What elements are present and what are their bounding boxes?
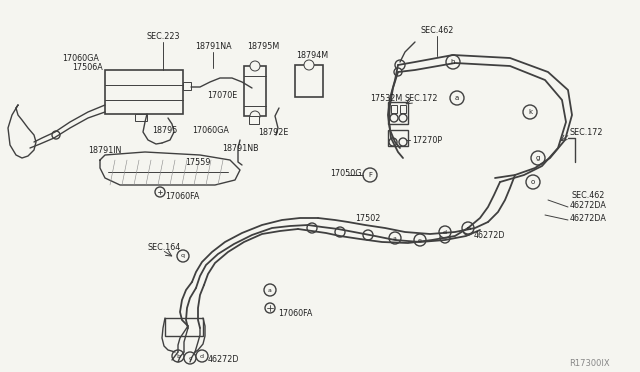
- Text: 18795: 18795: [152, 125, 177, 135]
- Text: d: d: [443, 230, 447, 234]
- Circle shape: [184, 352, 196, 364]
- Circle shape: [389, 138, 397, 146]
- Circle shape: [399, 114, 407, 122]
- Text: h: h: [451, 59, 455, 65]
- Text: F: F: [368, 172, 372, 178]
- Bar: [183, 82, 191, 90]
- Circle shape: [265, 303, 275, 313]
- Circle shape: [363, 230, 373, 240]
- Text: a: a: [455, 95, 459, 101]
- Circle shape: [363, 168, 377, 182]
- Text: R17300IX: R17300IX: [570, 359, 610, 369]
- Text: 46272D: 46272D: [208, 356, 239, 365]
- Circle shape: [415, 235, 425, 245]
- Circle shape: [526, 175, 540, 189]
- Circle shape: [440, 233, 450, 243]
- Text: e: e: [418, 237, 422, 243]
- Text: c: c: [188, 356, 192, 360]
- Circle shape: [523, 105, 537, 119]
- Text: SEC.172: SEC.172: [405, 93, 438, 103]
- Bar: [391, 105, 397, 113]
- Text: 17070E: 17070E: [207, 90, 237, 99]
- Text: 17506A: 17506A: [72, 62, 103, 71]
- Bar: [244, 66, 266, 116]
- Text: 46272DA: 46272DA: [570, 214, 607, 222]
- Text: 18795M: 18795M: [247, 42, 279, 51]
- Circle shape: [389, 232, 401, 244]
- Text: 18792E: 18792E: [258, 128, 289, 137]
- Circle shape: [304, 60, 314, 70]
- Bar: [105, 70, 183, 114]
- Text: 18794M: 18794M: [296, 51, 328, 60]
- Text: d: d: [200, 353, 204, 359]
- Text: SEC.172: SEC.172: [570, 128, 604, 137]
- Bar: [400, 105, 406, 113]
- Bar: [295, 65, 323, 97]
- Text: 17060GA: 17060GA: [62, 54, 99, 62]
- Text: 46272D: 46272D: [474, 231, 506, 240]
- Circle shape: [177, 250, 189, 262]
- Bar: [135, 114, 147, 121]
- Text: SEC.164: SEC.164: [148, 244, 181, 253]
- Circle shape: [390, 114, 398, 122]
- Text: SEC.223: SEC.223: [147, 32, 180, 41]
- Text: 18791NB: 18791NB: [222, 144, 259, 153]
- Text: a: a: [268, 288, 272, 292]
- Circle shape: [394, 68, 402, 76]
- Circle shape: [250, 61, 260, 71]
- Circle shape: [414, 234, 426, 246]
- Text: k: k: [528, 109, 532, 115]
- Bar: [249, 116, 259, 124]
- Text: 18791NA: 18791NA: [195, 42, 231, 51]
- Text: 18791IN: 18791IN: [88, 145, 122, 154]
- Circle shape: [439, 226, 451, 238]
- Circle shape: [390, 233, 400, 243]
- Circle shape: [399, 138, 407, 146]
- Text: 17060GA: 17060GA: [192, 125, 229, 135]
- Circle shape: [250, 111, 260, 121]
- Text: 17270P: 17270P: [412, 135, 442, 144]
- Text: 17060FA: 17060FA: [278, 310, 312, 318]
- Circle shape: [463, 225, 473, 235]
- Text: 17559: 17559: [185, 157, 211, 167]
- Circle shape: [462, 222, 474, 234]
- Text: b: b: [176, 353, 180, 359]
- Text: 46272DA: 46272DA: [570, 201, 607, 209]
- Bar: [165, 318, 203, 336]
- Circle shape: [52, 131, 60, 139]
- Text: o: o: [531, 179, 535, 185]
- Text: SEC.462: SEC.462: [572, 190, 605, 199]
- Text: SEC.462: SEC.462: [420, 26, 454, 35]
- Circle shape: [395, 60, 405, 70]
- Circle shape: [335, 227, 345, 237]
- Circle shape: [155, 187, 165, 197]
- Text: n: n: [466, 225, 470, 231]
- Circle shape: [196, 350, 208, 362]
- Text: 17050G: 17050G: [330, 169, 362, 177]
- Text: 17060FA: 17060FA: [165, 192, 200, 201]
- Text: a: a: [393, 235, 397, 241]
- Bar: [388, 102, 408, 124]
- Circle shape: [531, 151, 545, 165]
- Text: q: q: [181, 253, 185, 259]
- Text: 17532M: 17532M: [370, 93, 403, 103]
- Text: 17502: 17502: [355, 214, 381, 222]
- Text: g: g: [536, 155, 540, 161]
- Circle shape: [172, 350, 184, 362]
- Bar: [388, 130, 408, 146]
- Circle shape: [450, 91, 464, 105]
- Circle shape: [446, 55, 460, 69]
- Circle shape: [264, 284, 276, 296]
- Circle shape: [307, 223, 317, 233]
